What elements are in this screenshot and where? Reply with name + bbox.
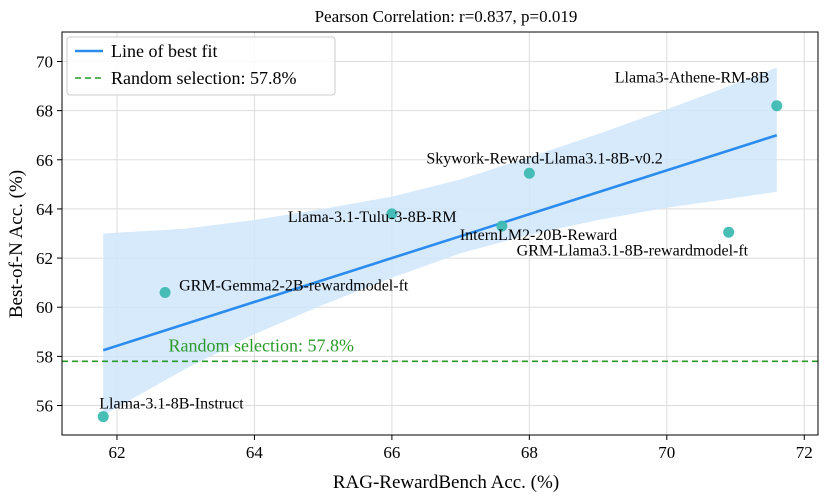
axis-ticks: 62 64 66 68 70 72 56 58 60 62 64 66 68 70: [36, 52, 813, 462]
point-label: Llama3-Athene-RM-8B: [615, 70, 770, 87]
legend-box: [66, 36, 336, 96]
y-tick-label: 58: [36, 347, 53, 366]
data-point: [771, 100, 783, 112]
y-tick-label: 64: [36, 200, 54, 219]
data-point: [523, 167, 535, 179]
point-label: Skywork-Reward-Llama3.1-8B-v0.2: [426, 150, 662, 167]
y-tick-label: 62: [36, 249, 53, 268]
y-tick-label: 60: [36, 298, 53, 317]
data-point: [386, 208, 398, 220]
y-axis-label: Best-of-N Acc. (%): [6, 170, 27, 318]
point-labels: Llama-3.1-8B-Instruct GRM-Gemma2-2B-rewar…: [99, 70, 769, 413]
y-tick-label: 68: [36, 102, 53, 121]
x-axis-label: RAG-RewardBench Acc. (%): [333, 472, 559, 493]
chart-title: Pearson Correlation: r=0.837, p=0.019: [315, 7, 578, 26]
x-tick-label: 66: [383, 443, 400, 462]
x-tick-label: 72: [796, 443, 813, 462]
point-label: Llama-3.1-Tulu-3-8B-RM: [288, 209, 457, 226]
x-tick-label: 64: [246, 443, 264, 462]
y-tick-label: 56: [36, 397, 53, 416]
data-point: [159, 286, 171, 298]
legend-fit-label: Line of best fit: [111, 41, 217, 61]
point-label: GRM-Gemma2-2B-rewardmodel-ft: [179, 277, 409, 294]
legend: Line of best fit Random selection: 57.8%: [66, 36, 336, 96]
x-tick-label: 70: [658, 443, 675, 462]
y-tick-label: 70: [36, 52, 53, 71]
y-tick-label: 66: [36, 151, 53, 170]
data-point: [97, 411, 109, 423]
x-tick-label: 68: [521, 443, 538, 462]
data-point: [723, 226, 735, 238]
random-selection-annotation: Random selection: 57.8%: [169, 335, 354, 355]
best-fit-line: [102, 133, 778, 352]
x-tick-label: 62: [108, 443, 125, 462]
data-points: [97, 100, 783, 423]
data-point: [496, 220, 508, 232]
point-label: Llama-3.1-8B-Instruct: [99, 396, 244, 413]
point-label: GRM-Llama3.1-8B-rewardmodel-ft: [517, 242, 749, 259]
plot-frame: [61, 31, 819, 436]
point-label: InternLM2-20B-Reward: [460, 227, 617, 244]
legend-random-label: Random selection: 57.8%: [111, 68, 296, 88]
